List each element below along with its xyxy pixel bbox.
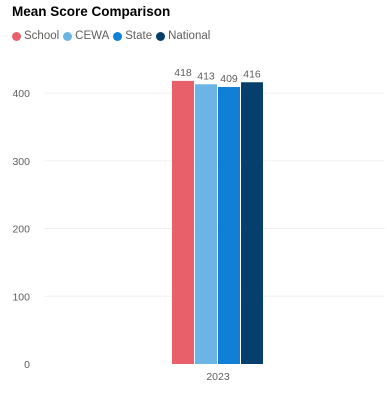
legend-item-cewa[interactable]: CEWA [63,30,109,42]
y-tick-label: 0 [24,359,30,371]
bar-school-2023[interactable] [172,80,194,365]
data-labels: 418 413 409 416 [174,67,261,85]
legend-swatch-icon [63,31,73,41]
x-tick-label: 2023 [206,371,230,383]
legend-label: CEWA [75,30,110,42]
y-tick-label: 300 [12,156,30,168]
data-label-school: 418 [174,67,192,79]
bar-state-2023[interactable] [218,86,240,364]
chart-title: Mean Score Comparison [12,4,171,19]
legend-item-school[interactable]: School [12,30,59,42]
data-label-national: 416 [243,68,261,80]
legend-label: National [168,30,211,42]
legend-item-national[interactable]: National [156,30,210,42]
bar-national-2023[interactable] [241,82,263,364]
y-axis-ticks: 0 100 200 300 400 [12,88,30,371]
legend-swatch-icon [113,31,123,41]
legend-item-state[interactable]: State [113,30,152,42]
legend-label: School [24,30,60,42]
bars[interactable] [172,80,263,365]
data-label-cewa: 413 [197,70,215,82]
data-label-state: 409 [220,73,238,85]
y-tick-label: 200 [12,224,30,236]
x-axis-ticks: 2023 [206,371,230,383]
chart-legend[interactable]: School CEWA State National [12,30,214,42]
y-tick-label: 100 [12,291,30,303]
legend-label: State [125,30,153,42]
y-tick-label: 400 [12,88,30,100]
legend-swatch-icon [12,31,21,41]
bar-cewa-2023[interactable] [195,84,217,364]
legend-swatch-icon [156,31,166,41]
